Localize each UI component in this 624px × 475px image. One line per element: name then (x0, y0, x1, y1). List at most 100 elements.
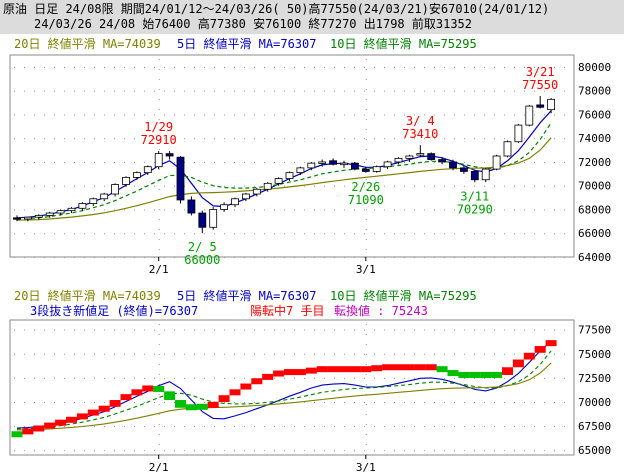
candle-body (296, 167, 305, 174)
grid-dot (158, 249, 160, 250)
grid-dot (394, 185, 395, 187)
grid-dot (94, 209, 95, 211)
grid-dot (514, 329, 515, 331)
grid-dot (24, 450, 25, 452)
x-tick-label: 3/1 (356, 263, 376, 276)
grid-dot (365, 414, 367, 415)
grid-dot (154, 209, 155, 211)
grid-dot (314, 426, 315, 428)
grid-dot (274, 329, 275, 331)
grid-dot (504, 426, 505, 428)
grid-dot (364, 329, 365, 331)
grid-dot (14, 450, 15, 452)
grid-dot (104, 353, 105, 355)
grid-dot (365, 79, 367, 80)
grid-dot (84, 377, 85, 379)
grid-dot (74, 329, 75, 331)
grid-dot (34, 353, 35, 355)
candle-body (111, 184, 119, 195)
grid-dot (64, 450, 65, 452)
grid-dot (274, 257, 275, 258)
grid-dot (494, 90, 495, 92)
grid-dot (134, 450, 135, 452)
grid-dot (224, 329, 225, 331)
grid-dot (334, 185, 335, 187)
grid-dot (164, 353, 165, 355)
grid-dot (394, 257, 395, 258)
grid-dot (214, 329, 215, 331)
grid-dot (294, 161, 295, 163)
price-brick (33, 425, 45, 432)
grid-dot (474, 450, 475, 452)
grid-dot (434, 401, 435, 403)
grid-dot (474, 377, 475, 379)
price-brick (414, 364, 426, 371)
grid-dot (314, 161, 315, 163)
grid-dot (104, 257, 105, 258)
grid-dot (365, 159, 367, 160)
grid-dot (514, 114, 515, 116)
grid-dot (114, 66, 115, 68)
grid-dot (514, 377, 515, 379)
grid-dot (374, 401, 375, 403)
grid-dot (54, 329, 55, 331)
grid-dot (158, 149, 160, 150)
grid-dot (294, 138, 295, 140)
grid-dot (304, 114, 305, 116)
grid-dot (224, 233, 225, 235)
grid-dot (144, 161, 145, 163)
grid-dot (254, 66, 255, 68)
grid-dot (494, 185, 495, 187)
grid-dot (134, 90, 135, 92)
grid-dot (404, 401, 405, 403)
grid-dot (84, 353, 85, 355)
grid-dot (494, 209, 495, 211)
grid-dot (554, 90, 555, 92)
grid-dot (158, 414, 160, 415)
price-brick (491, 371, 503, 378)
grid-dot (524, 450, 525, 452)
grid-dot (414, 401, 415, 403)
grid-dot (484, 66, 485, 68)
grid-dot (184, 66, 185, 68)
price-brick (403, 364, 415, 371)
grid-dot (244, 209, 245, 211)
grid-dot (154, 426, 155, 428)
grid-dot (174, 66, 175, 68)
grid-dot (554, 257, 555, 258)
new-price-bar-chart: 20日 終値平滑 MA=74039 5日 終値平滑 MA=76307 10日 終… (9, 288, 611, 474)
grid-dot (54, 209, 55, 211)
grid-dot (184, 329, 185, 331)
candle-body (263, 182, 272, 190)
grid-dot (124, 426, 125, 428)
grid-dot (24, 257, 25, 258)
grid-dot (474, 90, 475, 92)
grid-dot (364, 114, 365, 116)
grid-dot (24, 66, 25, 68)
candle-body (416, 153, 425, 156)
grid-dot (534, 66, 535, 68)
legend-ma10: 10日 終値平滑 MA=75295 (330, 36, 477, 51)
grid-dot (474, 185, 475, 187)
price-brick (55, 419, 67, 426)
grid-dot (404, 233, 405, 235)
grid-dot (564, 233, 565, 235)
grid-dot (484, 353, 485, 355)
grid-dot (254, 185, 255, 187)
grid-dot (284, 161, 285, 163)
grid-dot (144, 426, 145, 428)
candle-body (23, 216, 32, 220)
grid-dot (524, 114, 525, 116)
candle-body (285, 172, 294, 179)
candle-body (231, 198, 239, 206)
candle-body (176, 156, 185, 201)
grid-dot (364, 209, 365, 211)
grid-dot (44, 401, 45, 403)
grid-dot (144, 209, 145, 211)
grid-dot (274, 90, 275, 92)
grid-dot (144, 353, 145, 355)
grid-dot (194, 257, 195, 258)
grid-dot (504, 329, 505, 331)
grid-dot (534, 450, 535, 452)
grid-dot (134, 329, 135, 331)
